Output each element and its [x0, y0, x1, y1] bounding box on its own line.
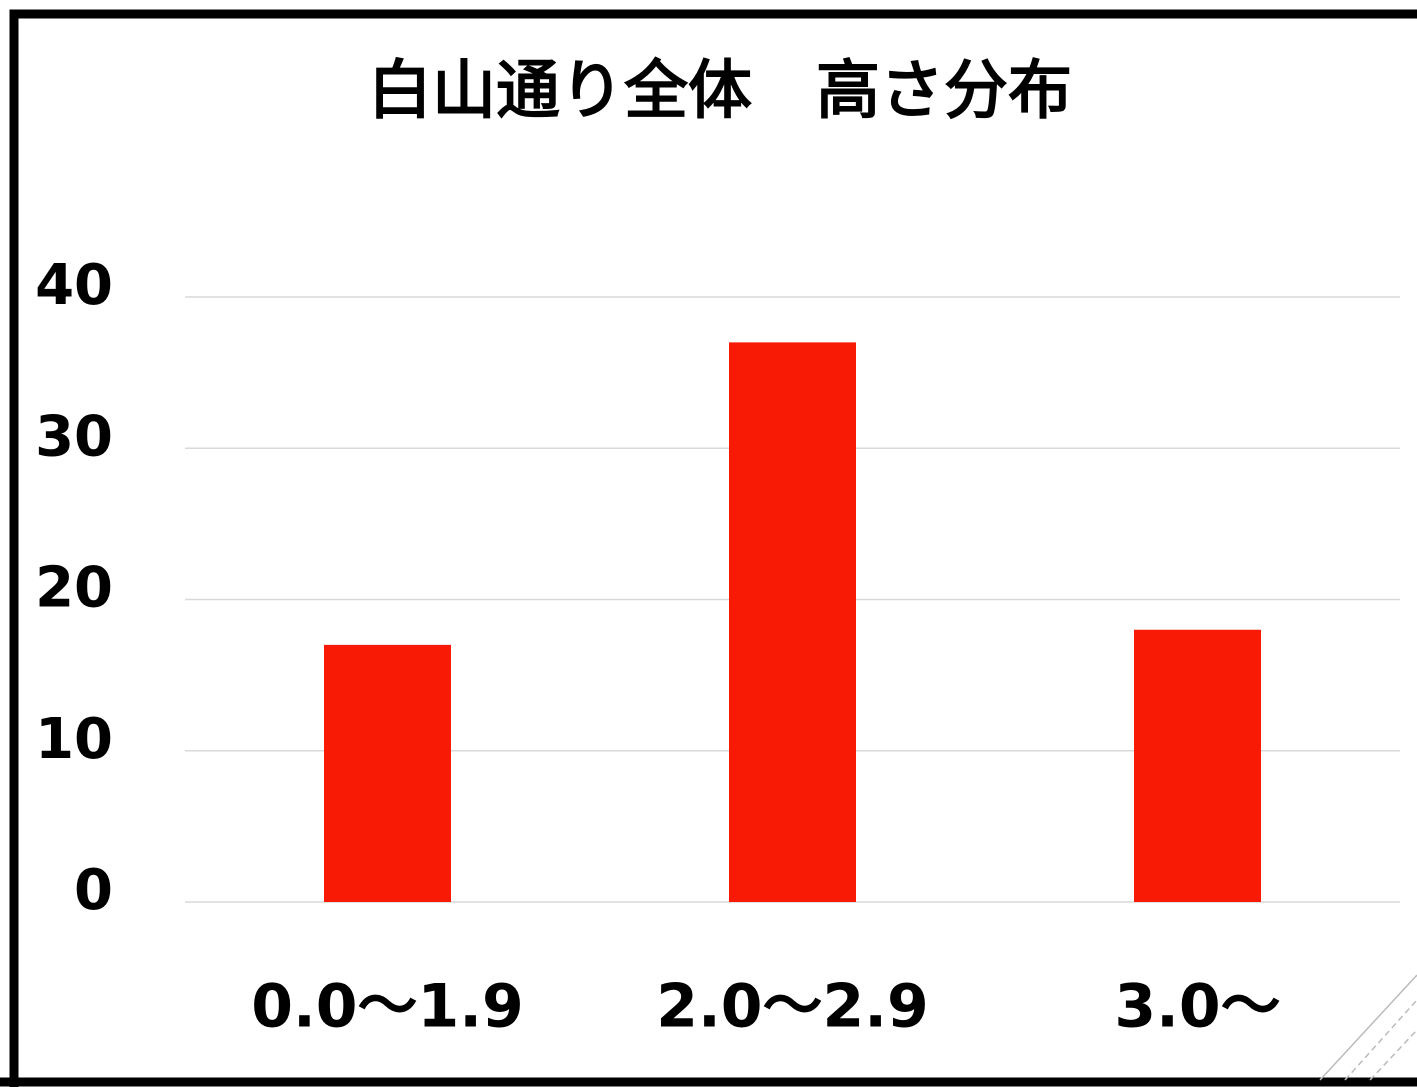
y-tick-label: 40 [35, 253, 113, 318]
x-tick-label: 3.0～ [1114, 972, 1280, 1042]
decoration [1319, 974, 1417, 1081]
bar [729, 342, 856, 902]
bar [1134, 629, 1261, 902]
bar [324, 644, 451, 902]
x-tick-label: 0.0～1.9 [251, 972, 524, 1042]
frame [9, 9, 1417, 1087]
y-tick-label: 30 [35, 404, 113, 469]
y-tick-label: 0 [74, 858, 113, 923]
y-tick-label: 20 [35, 556, 113, 621]
y-tick-label: 10 [35, 707, 113, 772]
x-tick-label: 2.0～2.9 [656, 972, 929, 1042]
chart-title: 白山通り全体 高さ分布 [368, 55, 1072, 129]
